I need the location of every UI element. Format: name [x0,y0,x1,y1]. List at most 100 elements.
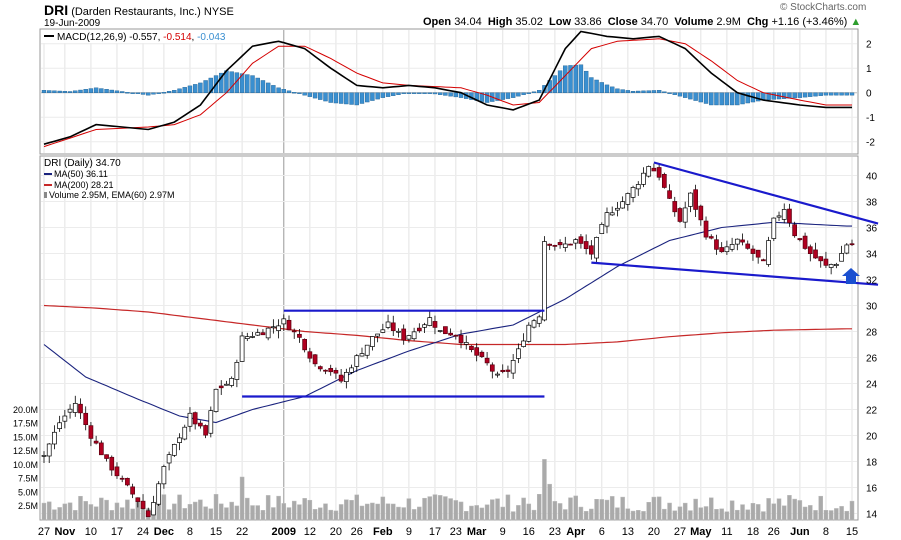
candle-body [297,333,302,338]
volume-bar [99,497,104,521]
company-name: (Darden Restaurants, Inc.) [71,6,201,18]
macd-hist-value: -0.043 [197,32,226,43]
macd-histogram-bar [396,92,401,95]
price-legend: DRI (Daily) 34.70 MA(50) 36.11 MA(200) 2… [44,158,175,200]
volume-bar [370,502,375,521]
macd-histogram-bar [255,77,260,93]
volume-bar [505,494,511,521]
x-tick-label: 27 [674,526,686,538]
volume-value: 2.9M [716,16,741,28]
macd-histogram-bar [349,92,354,105]
candle-body [416,327,422,332]
volume-bar [484,504,490,521]
candle-body [682,207,688,223]
volume-bar [781,505,787,521]
volume-bar [636,510,641,521]
x-tick-label: 26 [351,526,363,538]
candle-body [437,330,443,332]
macd-histogram-bar [292,92,297,94]
candlesticks [41,163,855,518]
candle-body [849,243,855,246]
volume-bar [218,503,224,521]
candle-body [719,247,725,253]
volume-bar [453,500,459,521]
candle-body [834,264,839,266]
macd-histogram-bar [537,90,542,93]
volume-bar [93,506,99,521]
volume-bar [443,496,448,521]
volume-bar [641,511,646,521]
volume-bar [839,506,844,521]
candle-body [688,192,693,207]
x-tick-label: 17 [111,526,123,538]
volume-bar [463,511,469,521]
volume-bar [834,508,839,521]
candle-body [797,238,803,241]
macd-histogram-bar [693,92,698,101]
volume-bar [677,506,683,521]
macd-histogram-bar [495,92,500,101]
volume-bar [573,495,578,521]
volume-bar [808,505,813,521]
candle-body [406,335,412,340]
quote-summary: Open 34.04 High 35.02 Low 33.86 Close 34… [423,16,862,28]
macd-histogram-bar [47,90,52,93]
macd-y-tick-label: 2 [866,40,872,51]
price-y-tick-label: 30 [866,302,878,313]
candle-body [568,243,573,246]
volume-bar [735,509,740,521]
macd-signal-value: -0.514 [163,32,192,43]
candle-body [609,212,615,216]
candle-body [151,502,156,516]
volume-bar [297,504,302,521]
volume-bar [714,509,719,521]
macd-histogram-bar [818,92,823,96]
volume-bar [46,501,52,521]
volume-bar [526,503,532,521]
candle-body [88,425,94,439]
candle-body [729,244,735,250]
candle-body [844,244,850,254]
candle-body [578,236,584,244]
macd-histogram-bar [359,92,365,104]
macd-histogram-bar [771,92,777,100]
candle-body [708,236,714,239]
volume-bar [271,507,276,521]
price-y-tick-label: 32 [866,276,878,287]
candle-body [208,410,214,434]
macd-histogram-bar [479,92,485,102]
candle-body [651,167,657,172]
candle-body [57,422,62,429]
volume-bar [234,505,240,521]
macd-histogram-bar [229,71,234,93]
volume-bar [312,509,318,521]
candle-body [291,330,297,333]
x-tick-label: 6 [599,526,605,538]
volume-bar [745,509,750,521]
macd-histogram-bar [198,82,203,93]
x-tick-label: 10 [85,526,97,538]
candle-body [364,344,370,356]
macd-histogram-bar [823,92,829,96]
x-tick-label: 2009 [272,526,296,538]
candle-body [93,440,99,444]
volume-bar [776,498,782,521]
volume-bar [589,508,594,521]
candle-body [213,388,219,412]
x-axis: 27 Nov 10 17 24 Dec 8 15 22 2009 12 20 26 Feb 9 17 23 Mar… [38,526,858,538]
volume-bar [563,509,568,521]
macd-histogram-bar [615,88,620,93]
volume-bar [609,496,615,521]
macd-histogram-bar [646,90,651,93]
macd-histogram-bar [52,90,57,93]
candle-body [390,322,396,331]
candle-body [171,444,177,456]
candle-body [67,408,73,413]
candle-body [453,334,459,337]
candle-body [641,172,646,185]
macd-histogram-bar [354,92,359,106]
volume-bar [688,510,693,521]
candle-body [182,426,188,440]
volume-bar [364,503,370,521]
volume-bar [78,495,83,521]
